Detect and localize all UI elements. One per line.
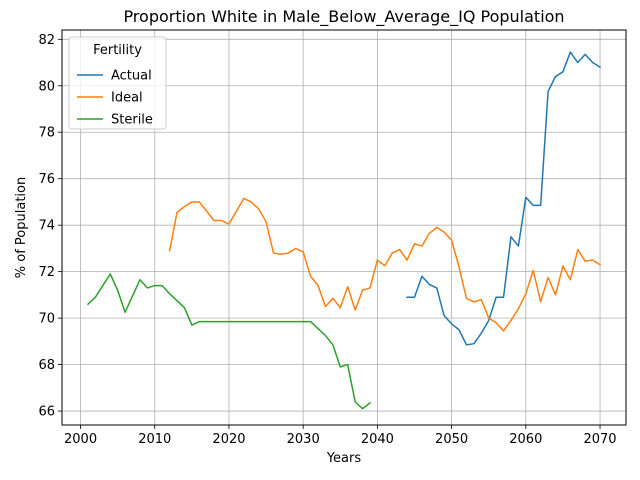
x-axis-label: Years	[326, 451, 362, 466]
legend-title: Fertility	[93, 43, 142, 58]
y-tick-label: 76	[38, 172, 55, 187]
plot-frame	[61, 29, 627, 426]
x-tick-label: 2000	[64, 432, 97, 447]
y-tick-label: 82	[38, 33, 55, 48]
legend-label-actual: Actual	[111, 69, 152, 84]
x-tick-label: 2020	[212, 432, 245, 447]
legend-box	[68, 36, 167, 130]
legend-label-sterile: Sterile	[111, 113, 153, 128]
y-tick-label: 74	[38, 219, 55, 234]
x-tick-label: 2070	[583, 432, 616, 447]
y-tick-label: 72	[38, 265, 55, 280]
legend-label-ideal: Ideal	[111, 91, 143, 106]
x-tick-label: 2030	[287, 432, 320, 447]
axis-ticks: 2000 2010 2020 2030 2040 2050 2060 2070 66 68 70 72…	[38, 33, 616, 447]
y-tick-label: 80	[38, 79, 55, 94]
legend: Fertility Actual Ideal Sterile	[68, 36, 167, 130]
chart-title: Proportion White in Male_Below_Average_I…	[123, 7, 564, 27]
y-tick-label: 70	[38, 312, 55, 327]
series-lines	[86, 51, 602, 410]
y-tick-label: 78	[38, 126, 55, 141]
legend-entries: Actual Ideal Sterile	[77, 69, 153, 128]
y-tick-label: 66	[38, 405, 55, 420]
series-line-ideal	[168, 197, 602, 332]
x-tick-label: 2060	[509, 432, 542, 447]
y-tick-label: 68	[38, 358, 55, 373]
series-line-actual	[406, 51, 602, 346]
x-tick-label: 2010	[138, 432, 171, 447]
y-axis-label: % of Population	[14, 177, 29, 278]
x-tick-label: 2050	[435, 432, 468, 447]
x-tick-label: 2040	[361, 432, 394, 447]
series-line-sterile	[86, 273, 372, 410]
grid	[62, 30, 626, 425]
